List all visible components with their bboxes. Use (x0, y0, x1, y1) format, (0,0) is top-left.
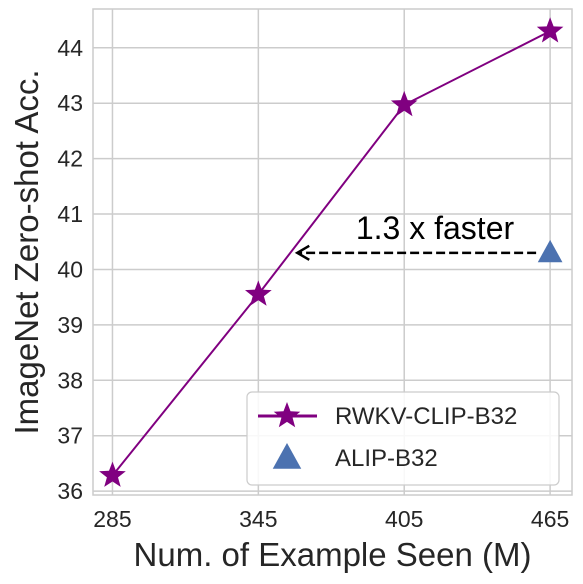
legend-marker-triangle (272, 443, 302, 469)
annotation: 1.3 x faster (294, 210, 537, 261)
legend-marker-star (273, 402, 301, 428)
y-tick-label: 41 (57, 201, 83, 227)
annotation-text: 1.3 x faster (356, 210, 515, 246)
data-point-star (99, 461, 126, 487)
series-line-rwkv (111, 30, 551, 477)
x-tick-label: 345 (239, 506, 277, 532)
data-point-star (390, 90, 418, 117)
y-tick-label: 40 (57, 256, 83, 282)
x-tick-label: 465 (531, 506, 569, 532)
plot-frame (92, 8, 573, 496)
tick-labels: 285 345 405 465 36 37 38 39 40 41 42 43 44 (57, 35, 569, 532)
y-tick-label: 43 (57, 90, 83, 116)
data-point-star (536, 17, 564, 43)
y-axis-label: ImageNet Zero-shot Acc. (8, 70, 45, 435)
legend-label-rwkv: RWKV-CLIP-B32 (335, 403, 517, 430)
series (99, 17, 564, 487)
y-tick-label: 37 (57, 423, 83, 449)
y-tick-label: 39 (57, 312, 83, 338)
data-point-triangle (537, 239, 563, 263)
y-tick-label: 44 (57, 35, 83, 61)
y-tick-label: 38 (57, 367, 83, 393)
x-axis-label: Num. of Example Seen (M) (134, 536, 532, 573)
x-tick-label: 405 (385, 506, 423, 532)
y-tick-label: 42 (57, 146, 83, 172)
data-point-star (245, 280, 272, 306)
annotation-arrowhead (294, 244, 310, 261)
x-tick-label: 285 (93, 506, 131, 532)
legend: RWKV-CLIP-B32 ALIP-B32 (246, 391, 560, 486)
legend-box (246, 391, 560, 486)
legend-label-alip: ALIP-B32 (335, 445, 438, 472)
y-tick-label: 36 (57, 478, 83, 504)
